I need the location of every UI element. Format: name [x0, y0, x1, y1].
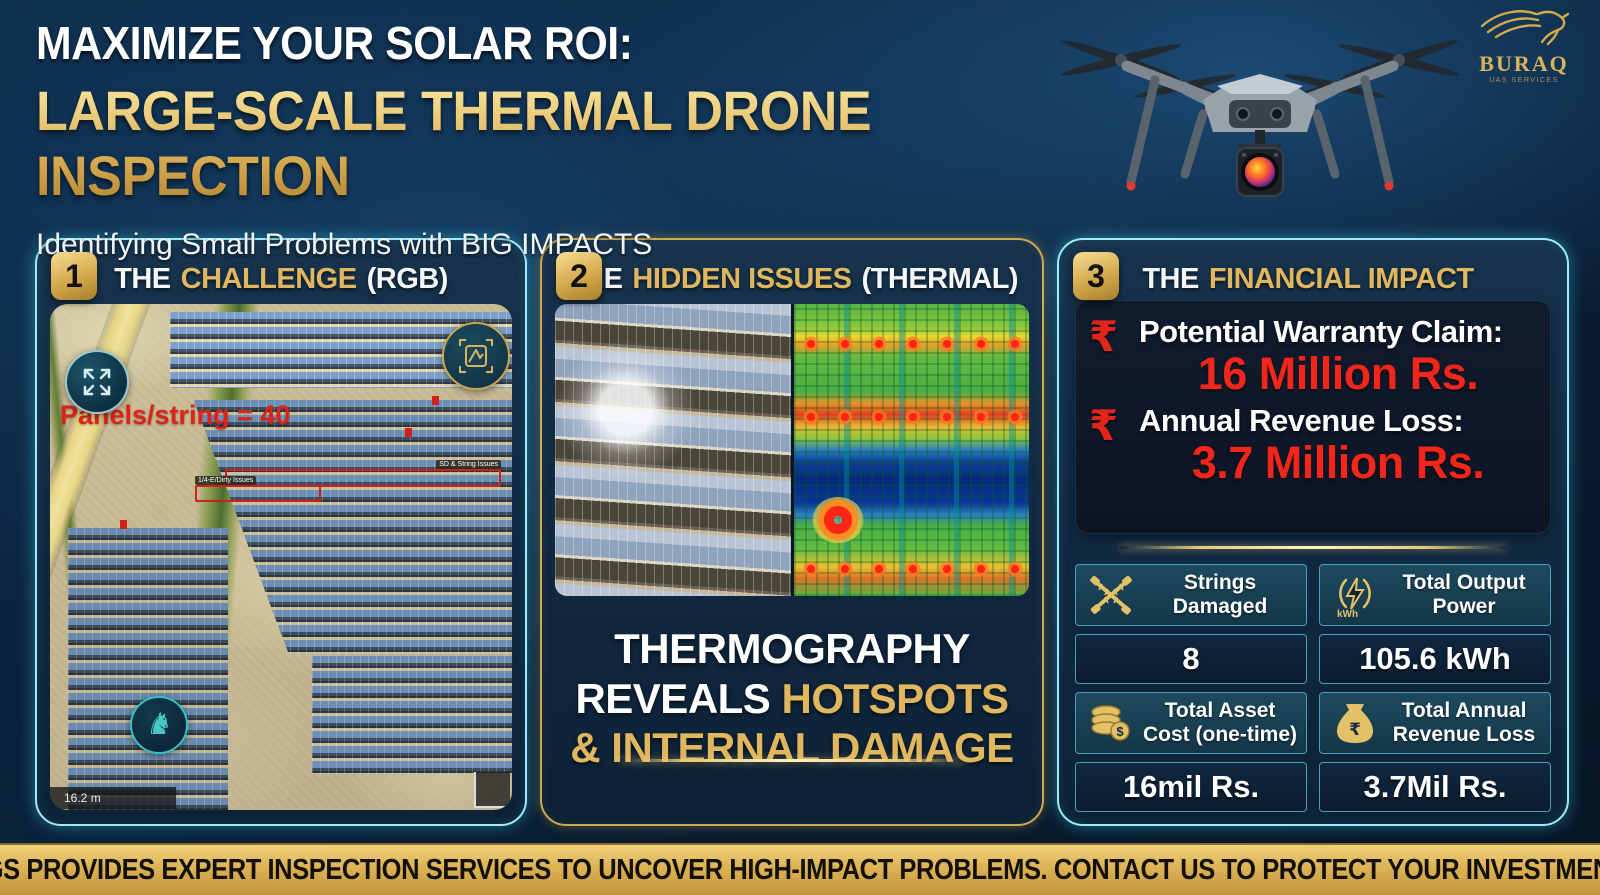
- brand-logo: BURAQ UAS SERVICES: [1464, 6, 1584, 84]
- panel1-title-post: (RGB): [366, 262, 449, 295]
- stat-header-total-output-power: kWh Total Output Power: [1319, 564, 1551, 626]
- pegasus-watermark-icon: ♞: [130, 696, 188, 754]
- panel-number-badge: 2: [556, 252, 602, 300]
- subtitle: Identifying Small Problems with BIG IMPA…: [36, 228, 653, 261]
- drone-icon: [1060, 40, 1460, 197]
- panel2-title-post: (THERMAL): [861, 262, 1019, 295]
- panel-number-badge: 3: [1073, 252, 1119, 300]
- kwh-label: kWh: [1337, 609, 1359, 620]
- stat-header-total-annual-revenue-loss: ₹ Total Annual Revenue Loss: [1319, 692, 1551, 754]
- panel1-title-pre: THE: [114, 262, 171, 295]
- money-bag-icon: ₹: [1328, 701, 1382, 745]
- map-scale-label: 16.2 m: [50, 787, 176, 809]
- pegasus-logo-icon: [1480, 10, 1570, 46]
- defect-marker: [405, 428, 412, 437]
- stat-value-strings-damaged: 8: [1075, 634, 1307, 684]
- thermal-image: [790, 304, 1029, 596]
- gold-divider: [1119, 546, 1507, 549]
- stat-label: Total Output Power: [1402, 571, 1526, 618]
- issue-highlight-box: 1/4-E/Dirty Issues: [195, 476, 321, 502]
- caption-line3: & INTERNAL DAMAGE: [570, 724, 1014, 772]
- panel3-title-accent: FINANCIAL IMPACT: [1208, 262, 1474, 295]
- brand-tagline: UAS SERVICES: [1489, 77, 1559, 84]
- rupee-icon: ₹: [1089, 401, 1119, 451]
- hotspot-row: [793, 336, 1029, 353]
- title-line-2: LARGE-SCALE THERMAL DRONE INSPECTION: [36, 78, 966, 208]
- stat-value-total-asset-cost: 16mil Rs.: [1075, 762, 1307, 812]
- aerial-ortho-image: Panels/string = 40 SD & String Issues 1/…: [50, 304, 512, 810]
- claim-label: Annual Revenue Loss:: [1139, 403, 1464, 439]
- claim-value: 3.7 Million Rs.: [1191, 437, 1485, 489]
- panel1-title-accent: CHALLENGE: [180, 262, 357, 295]
- footer-text: BGS PROVIDES EXPERT INSPECTION SERVICES …: [0, 853, 1600, 886]
- svg-text:$: $: [1116, 724, 1124, 739]
- panel-number-badge: 1: [51, 252, 97, 300]
- revenue-loss-row: ₹ Annual Revenue Loss: 3.7 Million Rs.: [1089, 403, 1537, 486]
- title-line-1: MAXIMIZE YOUR SOLAR ROI:: [36, 17, 633, 69]
- capture-image-icon: [442, 322, 510, 390]
- solar-array-block: [312, 656, 512, 774]
- footer-banner: BGS PROVIDES EXPERT INSPECTION SERVICES …: [0, 843, 1600, 895]
- panel-hidden-issues-thermal: 2 THE HIDDEN ISSUES (THERMAL) THERMOGRAP…: [540, 238, 1044, 826]
- stat-header-strings-damaged: Strings Damaged: [1075, 564, 1307, 626]
- rgb-closeup-image: [555, 304, 791, 596]
- hotspot-row: [793, 409, 1029, 426]
- caption-line1: THERMOGRAPHY: [614, 625, 970, 672]
- damaged-string-icon: [1084, 575, 1138, 615]
- defect-marker: [120, 520, 127, 529]
- panel-challenge-rgb: 1 THE CHALLENGE (RGB) Panels/string = 40…: [35, 238, 527, 826]
- panel2-title: THE HIDDEN ISSUES (THERMAL): [542, 240, 1042, 304]
- issue-label: 1/4-E/Dirty Issues: [195, 476, 257, 485]
- panel-financial-impact: 3 THE FINANCIAL IMPACT ₹ Potential Warra…: [1057, 238, 1569, 826]
- header: MAXIMIZE YOUR SOLAR ROI: LARGE-SCALE THE…: [36, 16, 1036, 262]
- drone-image: [1035, 2, 1485, 215]
- expand-arrows-icon: [65, 350, 129, 414]
- svg-text:₹: ₹: [1349, 720, 1361, 740]
- financial-summary-card: ₹ Potential Warranty Claim: 16 Million R…: [1075, 300, 1551, 534]
- caption-line2-white: REVEALS: [575, 674, 771, 722]
- claim-value: 16 Million Rs.: [1197, 348, 1479, 399]
- hotspot-blob: [812, 496, 865, 543]
- gold-divider: [617, 759, 967, 762]
- stat-label: Total Annual Revenue Loss: [1392, 699, 1536, 746]
- warranty-claim-row: ₹ Potential Warranty Claim: 16 Million R…: [1089, 314, 1537, 397]
- power-kwh-icon: kWh: [1328, 573, 1382, 620]
- stat-label: Total Asset Cost (one-time): [1143, 699, 1297, 746]
- thermography-caption: THERMOGRAPHY REVEALS HOTSPOTS & INTERNAL…: [542, 624, 1042, 773]
- stat-value-total-annual-revenue-loss: 3.7Mil Rs.: [1319, 762, 1551, 812]
- stat-header-total-asset-cost: $ Total Asset Cost (one-time): [1075, 692, 1307, 754]
- issue-label: SD & String Issues: [436, 460, 501, 469]
- comparison-images: [555, 304, 1029, 596]
- map-corner-marker-icon: [474, 772, 510, 808]
- stat-label: Strings Damaged: [1172, 571, 1268, 618]
- impact-stats-table: Strings Damaged kWh Total Output Power 8…: [1075, 564, 1551, 812]
- panel2-title-accent: HIDDEN ISSUES: [632, 262, 852, 295]
- panel3-title: THE FINANCIAL IMPACT: [1059, 240, 1567, 304]
- defect-marker: [432, 396, 439, 405]
- solar-array-block: [68, 528, 228, 810]
- coins-icon: $: [1084, 702, 1138, 744]
- claim-label: Potential Warranty Claim:: [1139, 314, 1503, 349]
- rupee-icon: ₹: [1089, 312, 1119, 361]
- stat-value-total-output-power: 105.6 kWh: [1319, 634, 1551, 684]
- hotspot-row: [793, 560, 1029, 577]
- brand-name: BURAQ: [1479, 51, 1569, 76]
- panel3-title-pre: THE: [1142, 262, 1199, 295]
- caption-line2-gold: HOTSPOTS: [781, 674, 1010, 722]
- panel1-title: THE CHALLENGE (RGB): [37, 240, 525, 304]
